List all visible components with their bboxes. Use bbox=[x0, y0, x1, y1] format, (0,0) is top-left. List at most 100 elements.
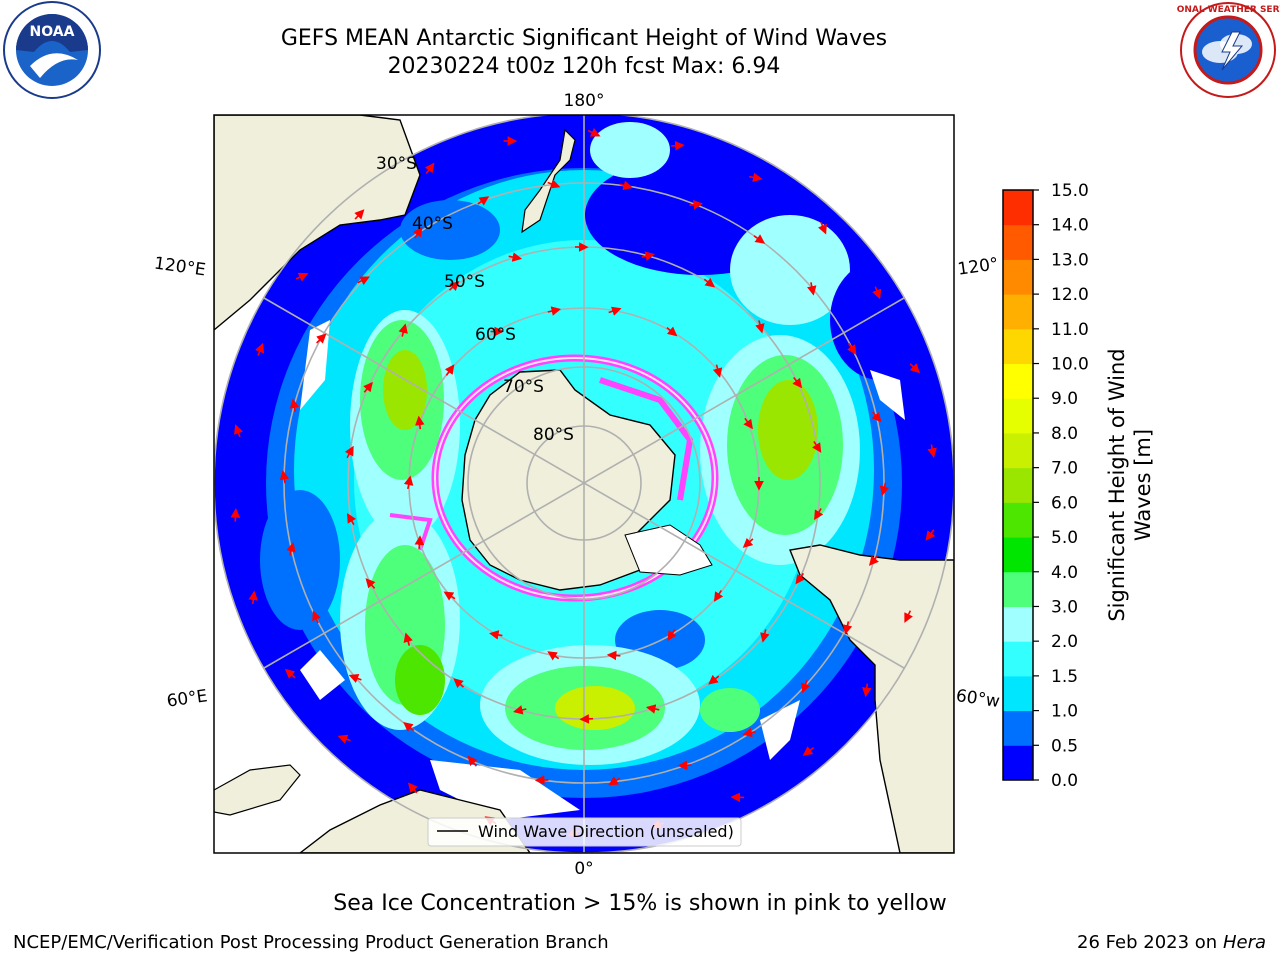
lat-label-70s: 70°S bbox=[503, 377, 544, 397]
chart-title: GEFS MEAN Antarctic Significant Height o… bbox=[280, 26, 888, 51]
wind-wave-arrow bbox=[587, 127, 601, 137]
wind-wave-arrow bbox=[753, 234, 766, 244]
wind-wave-arrow bbox=[608, 776, 621, 786]
colorbar: 0.0 0.5 1.0 1.5 2.0 3.0 4.0 5.0 6.0 7.0 8.0 9.0 10.0… bbox=[1002, 181, 1089, 791]
lat-label-80s: 80°S bbox=[533, 425, 574, 445]
colorbar-segment bbox=[1003, 259, 1033, 295]
wind-wave-arrow bbox=[547, 179, 561, 189]
colorbar-segment bbox=[1003, 190, 1033, 226]
wind-wave-arrow bbox=[641, 251, 655, 261]
wind-wave-arrow bbox=[407, 782, 418, 794]
wind-wave-arrow bbox=[284, 668, 296, 679]
wind-wave-arrow bbox=[645, 704, 660, 714]
wind-wave-arrow bbox=[792, 377, 803, 389]
wind-wave-arrow bbox=[713, 589, 724, 602]
wind-wave-arrow bbox=[879, 482, 890, 496]
wind-wave-arrow bbox=[619, 180, 633, 190]
wind-wave-arrow bbox=[847, 343, 857, 355]
wind-wave-arrow bbox=[712, 364, 723, 378]
wind-wave-arrow bbox=[230, 508, 241, 522]
colorbar-segment bbox=[1003, 537, 1033, 573]
lon-label-60w: 60°ᴡ bbox=[955, 686, 1001, 712]
colorbar-label-line2: Waves [m] bbox=[1131, 429, 1155, 541]
sea-ice-note: Sea Ice Concentration > 15% is shown in … bbox=[333, 891, 947, 916]
colorbar-tick-label: 12.0 bbox=[1051, 285, 1089, 305]
wind-wave-arrow bbox=[337, 734, 351, 744]
colorbar-tick-label: 4.0 bbox=[1051, 563, 1078, 583]
svg-text:NOAA: NOAA bbox=[30, 24, 75, 40]
colorbar-tick-label: 1.5 bbox=[1051, 667, 1078, 687]
wind-wave-arrow bbox=[802, 746, 815, 756]
wind-wave-arrow bbox=[255, 342, 265, 356]
lon-label-60e: 60°E bbox=[166, 686, 209, 711]
wind-wave-arrow bbox=[547, 306, 562, 316]
map-legend: Wind Wave Direction (unscaled) bbox=[427, 817, 742, 847]
wind-wave-arrow bbox=[489, 630, 503, 640]
colorbar-tick-label: 1.0 bbox=[1051, 702, 1078, 722]
colorbar-tick-label: 0.0 bbox=[1051, 771, 1078, 791]
wind-wave-arrow bbox=[448, 280, 460, 291]
colorbar-tick-label: 6.0 bbox=[1051, 493, 1078, 513]
colorbar-tick-label: 15.0 bbox=[1051, 181, 1089, 201]
colorbar-tick-label: 11.0 bbox=[1051, 320, 1089, 340]
colorbar-tick-label: 13.0 bbox=[1051, 250, 1089, 270]
wind-wave-arrow bbox=[708, 674, 720, 685]
colorbar-tick-label: 10.0 bbox=[1051, 355, 1089, 375]
colorbar-segment bbox=[1003, 328, 1033, 365]
wind-wave-arrow bbox=[346, 513, 357, 526]
wind-wave-arrow bbox=[289, 398, 300, 412]
wind-wave-arrow bbox=[862, 683, 872, 698]
wind-wave-arrow bbox=[413, 226, 423, 239]
wind-wave-arrow bbox=[344, 445, 354, 459]
lon-label-180: 180° bbox=[564, 91, 605, 111]
wind-wave-arrow bbox=[742, 537, 754, 548]
svg-text:NATIONAL WEATHER SERVICE: NATIONAL WEATHER SERVICE bbox=[1176, 5, 1280, 15]
colorbar-segment bbox=[1003, 606, 1033, 642]
wind-wave-arrow bbox=[398, 323, 408, 337]
colorbar-segment bbox=[1003, 641, 1033, 677]
wind-wave-arrow bbox=[286, 542, 296, 556]
wind-wave-arrow bbox=[357, 276, 370, 286]
wind-wave-arrow bbox=[279, 470, 290, 484]
legend-label: Wind Wave Direction (unscaled) bbox=[478, 822, 734, 841]
south-america-land bbox=[789, 544, 954, 853]
colorbar-segment bbox=[1003, 363, 1033, 399]
colorbar-frame bbox=[1002, 189, 1034, 781]
wind-wave-arrow bbox=[760, 629, 770, 643]
footer-credit: NCEP/EMC/Verification Post Processing Pr… bbox=[13, 932, 609, 953]
wind-wave-arrow bbox=[807, 282, 817, 296]
lat-label-60s: 60°S bbox=[475, 325, 516, 345]
footer-system: Hera bbox=[1222, 932, 1266, 953]
colorbar-tick-label: 0.5 bbox=[1051, 736, 1078, 756]
wind-wave-arrow bbox=[925, 529, 936, 541]
wind-wave-arrow bbox=[749, 172, 763, 183]
wind-wave-arrow bbox=[467, 755, 478, 767]
wind-wave-arrow bbox=[365, 578, 376, 589]
colorbar-tick-label: 9.0 bbox=[1051, 389, 1078, 409]
wind-wave-arrow bbox=[842, 621, 853, 635]
wind-wave-arrow bbox=[443, 591, 456, 601]
wind-wave-arrow bbox=[403, 475, 414, 490]
wind-wave-arrow bbox=[742, 727, 756, 738]
lon-label-120e: 120°E bbox=[153, 253, 207, 280]
colorbar-segment bbox=[1003, 710, 1033, 746]
wind-wave-arrow bbox=[248, 590, 258, 605]
madagascar-land bbox=[214, 764, 301, 816]
wind-wave-arrow bbox=[606, 650, 621, 661]
map-frame bbox=[213, 114, 955, 854]
chart-subtitle-run: 20230224 t00z 120h fcst Max: 6.94 bbox=[387, 54, 781, 79]
colorbar-segment bbox=[1003, 467, 1033, 503]
wind-wave-arrow bbox=[795, 572, 805, 585]
wind-wave-arrow bbox=[415, 415, 425, 430]
colorbar-segment bbox=[1003, 571, 1033, 607]
wind-wave-arrow bbox=[579, 714, 594, 724]
wind-wave-arrow bbox=[424, 162, 435, 174]
wind-wave-arrow bbox=[508, 252, 523, 262]
wind-wave-arrow bbox=[812, 440, 822, 453]
lat-label-30s: 30°S bbox=[376, 154, 417, 174]
wind-wave-arrow bbox=[363, 381, 373, 393]
colorbar-segment bbox=[1003, 432, 1033, 469]
wind-wave-arrow bbox=[234, 424, 244, 438]
wind-wave-arrow bbox=[904, 610, 913, 623]
colorbar-segment bbox=[1003, 398, 1033, 434]
